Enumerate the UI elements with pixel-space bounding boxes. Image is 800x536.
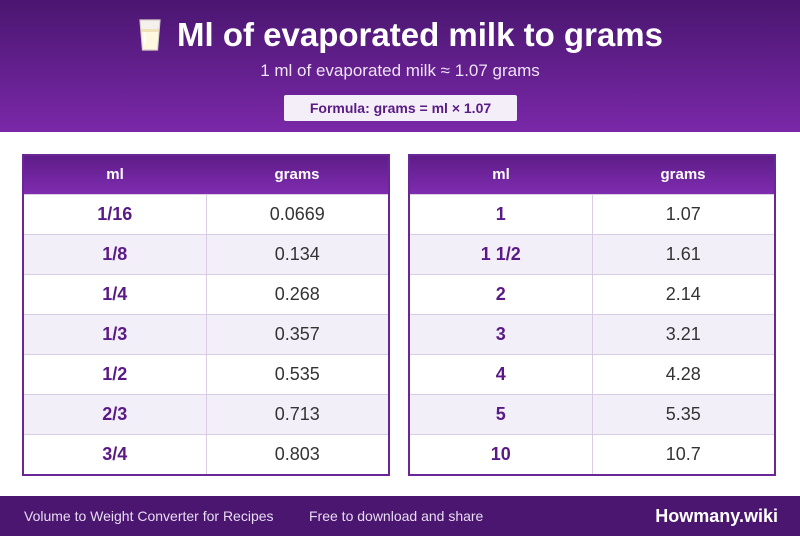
table-header: ml grams [24, 156, 388, 194]
table-row: 4 4.28 [410, 354, 774, 394]
table-row: 5 5.35 [410, 394, 774, 434]
milk-glass-icon [139, 19, 161, 51]
table-row: 1 1.07 [410, 194, 774, 234]
grams-cell: 5.35 [665, 404, 701, 424]
grams-cell: 0.357 [274, 324, 320, 344]
grams-cell: 10.7 [665, 444, 701, 464]
grams-cell: 1.61 [665, 244, 701, 264]
brand-logo-text[interactable]: Howmany.wiki [655, 506, 778, 526]
footer-bar: Volume to Weight Converter for Recipes F… [0, 496, 800, 536]
column-header-ml: ml [106, 166, 124, 183]
grams-cell: 3.21 [665, 324, 701, 344]
table-row: 10 10.7 [410, 434, 774, 474]
column-header-grams: grams [274, 166, 320, 183]
ml-cell: 1 1/2 [410, 235, 593, 274]
table-row: 1 1/2 1.61 [410, 234, 774, 274]
table-row: 3 3.21 [410, 314, 774, 354]
footer-share-note: Free to download and share [309, 508, 484, 524]
grams-cell: 1.07 [665, 204, 701, 224]
grams-cell: 2.14 [665, 284, 701, 304]
header-banner: Ml of evaporated milk to grams 1 ml of e… [0, 0, 800, 132]
ml-cell: 10 [410, 435, 593, 474]
table-row: 1/3 0.357 [24, 314, 388, 354]
title-row: Ml of evaporated milk to grams [0, 14, 800, 56]
ml-cell: 2 [410, 275, 593, 314]
conversion-table-right: ml grams 1 1.07 1 1/2 1.61 2 2.14 3 3.21… [408, 154, 776, 476]
ml-cell: 1/8 [24, 235, 207, 274]
ml-cell: 1/3 [24, 315, 207, 354]
conversion-subtitle: 1 ml of evaporated milk ≈ 1.07 grams [260, 61, 540, 80]
table-row: 3/4 0.803 [24, 434, 388, 474]
ml-cell: 1/16 [24, 195, 207, 234]
ml-cell: 1 [410, 195, 593, 234]
ml-cell: 1/2 [24, 355, 207, 394]
formula-badge: Formula: grams = ml × 1.07 [284, 95, 517, 121]
table-row: 1/2 0.535 [24, 354, 388, 394]
grams-cell: 0.268 [274, 284, 320, 304]
conversion-table-left: ml grams 1/16 0.0669 1/8 0.134 1/4 0.268… [22, 154, 390, 476]
ml-cell: 3/4 [24, 435, 207, 474]
ml-cell: 4 [410, 355, 593, 394]
column-header-ml: ml [492, 166, 510, 183]
ml-cell: 3 [410, 315, 593, 354]
grams-cell: 0.0669 [269, 204, 325, 224]
grams-cell: 0.134 [274, 244, 320, 264]
column-header-grams: grams [660, 166, 706, 183]
grams-cell: 0.535 [274, 364, 320, 384]
grams-cell: 0.713 [274, 404, 320, 424]
table-header: ml grams [410, 156, 774, 194]
grams-cell: 4.28 [665, 364, 701, 384]
table-row: 2/3 0.713 [24, 394, 388, 434]
table-row: 1/16 0.0669 [24, 194, 388, 234]
ml-cell: 5 [410, 395, 593, 434]
footer-tagline: Volume to Weight Converter for Recipes [24, 508, 274, 524]
ml-cell: 2/3 [24, 395, 207, 434]
table-row: 1/4 0.268 [24, 274, 388, 314]
page-title: Ml of evaporated milk to grams [177, 16, 663, 53]
grams-cell: 0.803 [274, 444, 320, 464]
ml-cell: 1/4 [24, 275, 207, 314]
table-row: 1/8 0.134 [24, 234, 388, 274]
table-row: 2 2.14 [410, 274, 774, 314]
